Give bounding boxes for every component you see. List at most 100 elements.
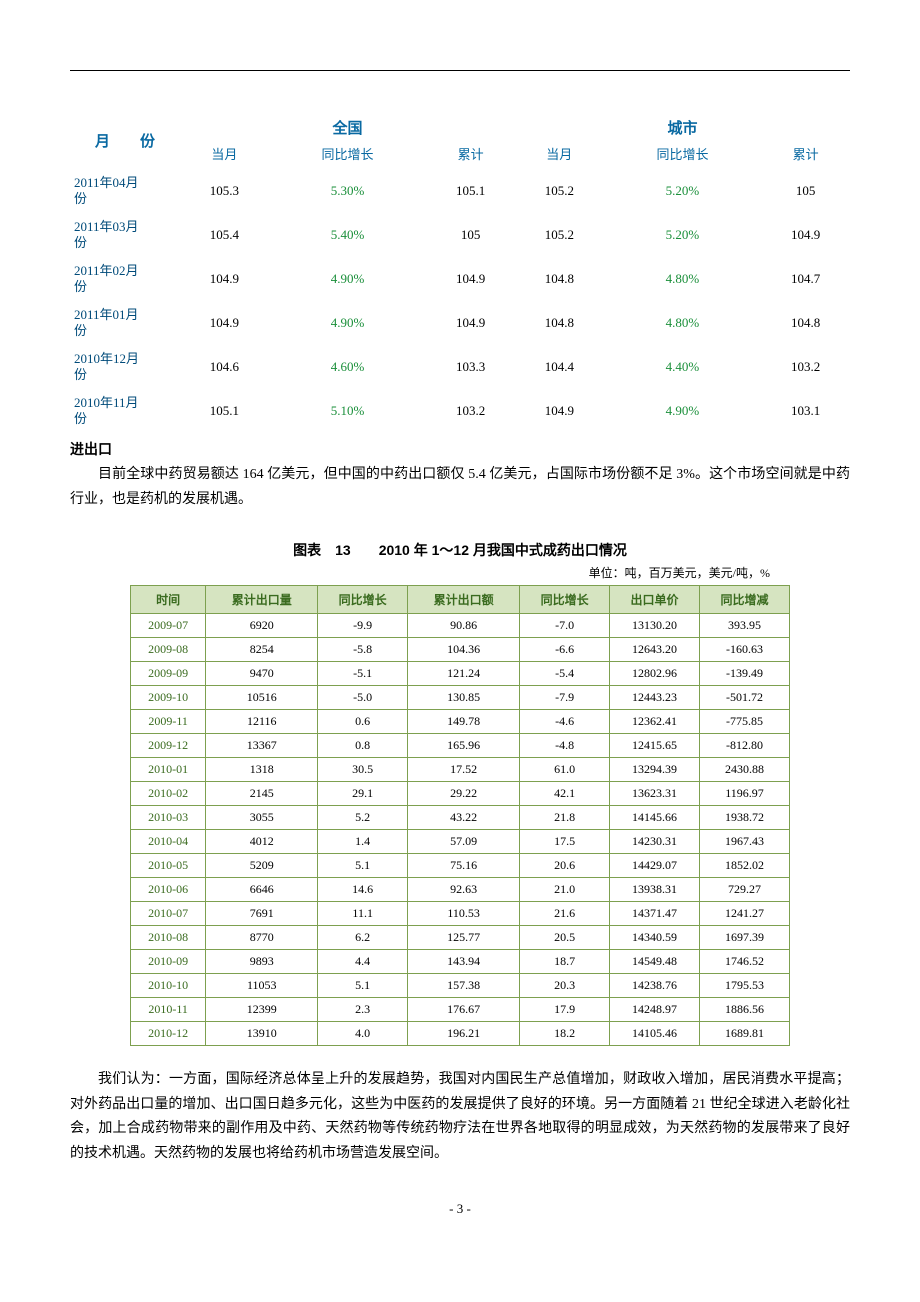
subcol-c-cur: 当月 [515, 144, 604, 169]
value-cell: -5.8 [318, 638, 408, 662]
value-cell: 5.1 [318, 974, 408, 998]
value-cell: 121.24 [408, 662, 520, 686]
value-cell: 5209 [206, 854, 318, 878]
value-cell: -775.85 [699, 710, 789, 734]
value-cell: 14340.59 [610, 926, 700, 950]
value-cell: 103.2 [426, 389, 515, 433]
value-cell: 92.63 [408, 878, 520, 902]
value-cell: 4.90% [269, 301, 427, 345]
time-cell: 2010-05 [131, 854, 206, 878]
value-cell: 1318 [206, 758, 318, 782]
value-cell: 5.20% [604, 169, 762, 213]
value-cell: 6.2 [318, 926, 408, 950]
month-cell: 2010年11月份 [70, 389, 180, 433]
value-cell: 9470 [206, 662, 318, 686]
value-cell: 1689.81 [699, 1022, 789, 1046]
value-cell: 103.2 [761, 345, 850, 389]
col-header: 出口单价 [610, 586, 700, 614]
value-cell: 104.9 [515, 389, 604, 433]
value-cell: 2145 [206, 782, 318, 806]
value-cell: 13938.31 [610, 878, 700, 902]
value-cell: 18.7 [520, 950, 610, 974]
value-cell: 104.6 [180, 345, 269, 389]
value-cell: 20.5 [520, 926, 610, 950]
table-row: 2010-0552095.175.1620.614429.071852.02 [131, 854, 790, 878]
value-cell: 5.10% [269, 389, 427, 433]
table-row: 2009-12133670.8165.96-4.812415.65-812.80 [131, 734, 790, 758]
subcol-n-cum: 累计 [426, 144, 515, 169]
table-row: 2010-02214529.129.2242.113623.311196.97 [131, 782, 790, 806]
value-cell: 21.8 [520, 806, 610, 830]
value-cell: 8254 [206, 638, 318, 662]
time-cell: 2010-06 [131, 878, 206, 902]
col-national: 全国 [180, 111, 515, 144]
value-cell: 30.5 [318, 758, 408, 782]
value-cell: -4.8 [520, 734, 610, 758]
value-cell: 104.36 [408, 638, 520, 662]
col-header: 同比增长 [318, 586, 408, 614]
time-cell: 2010-12 [131, 1022, 206, 1046]
col-month: 月 份 [70, 111, 180, 169]
value-cell: 105.3 [180, 169, 269, 213]
value-cell: 1697.39 [699, 926, 789, 950]
value-cell: 0.6 [318, 710, 408, 734]
value-cell: 1196.97 [699, 782, 789, 806]
time-cell: 2010-03 [131, 806, 206, 830]
value-cell: 7691 [206, 902, 318, 926]
value-cell: 1241.27 [699, 902, 789, 926]
value-cell: 12415.65 [610, 734, 700, 758]
month-cell: 2011年02月份 [70, 257, 180, 301]
paragraph-1: 目前全球中药贸易额达 164 亿美元，但中国的中药出口额仅 5.4 亿美元，占国… [70, 463, 850, 512]
page-number: - 3 - [70, 1201, 850, 1217]
value-cell: 14230.31 [610, 830, 700, 854]
table-row: 2011年03月份105.45.40%105105.25.20%104.9 [70, 213, 850, 257]
value-cell: 729.27 [699, 878, 789, 902]
value-cell: 105.4 [180, 213, 269, 257]
value-cell: 5.2 [318, 806, 408, 830]
value-cell: 13130.20 [610, 614, 700, 638]
value-cell: 4.90% [269, 257, 427, 301]
value-cell: 1746.52 [699, 950, 789, 974]
month-cell: 2011年01月份 [70, 301, 180, 345]
value-cell: 29.1 [318, 782, 408, 806]
table-row: 2009-1010516-5.0130.85-7.912443.23-501.7… [131, 686, 790, 710]
time-cell: 2010-10 [131, 974, 206, 998]
value-cell: 2430.88 [699, 758, 789, 782]
value-cell: 14371.47 [610, 902, 700, 926]
time-cell: 2010-01 [131, 758, 206, 782]
value-cell: 125.77 [408, 926, 520, 950]
table-row: 2009-088254-5.8104.36-6.612643.20-160.63 [131, 638, 790, 662]
value-cell: 5.40% [269, 213, 427, 257]
value-cell: 6646 [206, 878, 318, 902]
value-cell: 104.9 [180, 301, 269, 345]
value-cell: 9893 [206, 950, 318, 974]
table-row: 2010年12月份104.64.60%103.3104.44.40%103.2 [70, 345, 850, 389]
value-cell: 17.52 [408, 758, 520, 782]
value-cell: -139.49 [699, 662, 789, 686]
value-cell: 196.21 [408, 1022, 520, 1046]
value-cell: 12116 [206, 710, 318, 734]
value-cell: 4.0 [318, 1022, 408, 1046]
time-cell: 2010-07 [131, 902, 206, 926]
value-cell: -812.80 [699, 734, 789, 758]
value-cell: 14549.48 [610, 950, 700, 974]
value-cell: 18.2 [520, 1022, 610, 1046]
value-cell: -6.6 [520, 638, 610, 662]
subcol-n-cur: 当月 [180, 144, 269, 169]
col-city: 城市 [515, 111, 850, 144]
top-rule [70, 70, 850, 71]
col-header: 同比增减 [699, 586, 789, 614]
value-cell: 105.1 [426, 169, 515, 213]
value-cell: 90.86 [408, 614, 520, 638]
value-cell: 11.1 [318, 902, 408, 926]
subcol-n-yoy: 同比增长 [269, 144, 427, 169]
value-cell: -7.0 [520, 614, 610, 638]
value-cell: 1967.43 [699, 830, 789, 854]
value-cell: 4.40% [604, 345, 762, 389]
value-cell: 103.1 [761, 389, 850, 433]
time-cell: 2009-09 [131, 662, 206, 686]
value-cell: -4.6 [520, 710, 610, 734]
value-cell: 104.8 [515, 301, 604, 345]
value-cell: 1795.53 [699, 974, 789, 998]
subcol-c-yoy: 同比增长 [604, 144, 762, 169]
